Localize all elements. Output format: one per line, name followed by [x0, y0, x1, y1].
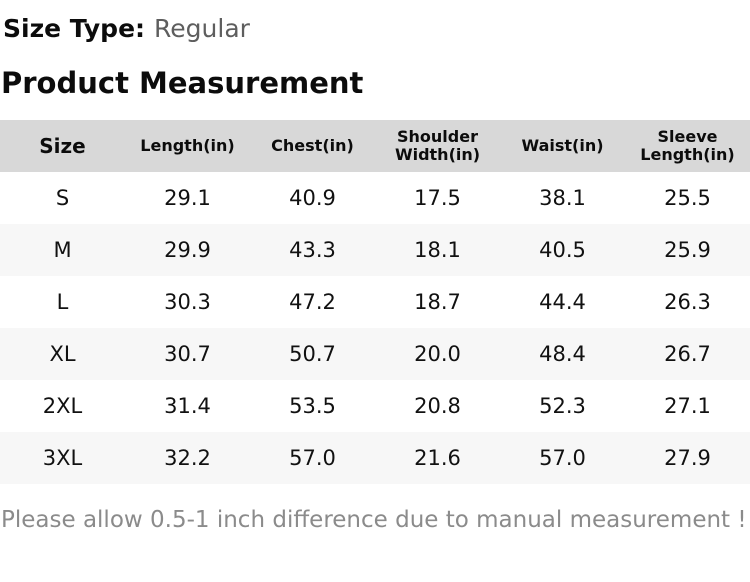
measurement-cell: 29.9	[125, 224, 250, 277]
size-type-value: Regular	[154, 14, 250, 43]
column-header-sleeve-length: Sleeve Length(in)	[625, 120, 750, 173]
size-cell: S	[0, 172, 125, 225]
table-row: 3XL 32.2 57.0 21.6 57.0 27.9	[0, 432, 750, 485]
measurement-cell: 20.0	[375, 328, 500, 381]
measurement-cell: 52.3	[500, 380, 625, 433]
measurement-cell: 40.9	[250, 172, 375, 225]
table-body: S 29.1 40.9 17.5 38.1 25.5 M 29.9 43.3 1…	[0, 172, 750, 485]
measurement-disclaimer-note: Please allow 0.5-1 inch difference due t…	[1, 507, 747, 534]
measurement-cell: 25.9	[625, 224, 750, 277]
table-header: Size Length(in) Chest(in) Shoulder Width…	[0, 120, 750, 173]
measurement-cell: 43.3	[250, 224, 375, 277]
column-header-chest: Chest(in)	[250, 120, 375, 173]
measurement-cell: 30.7	[125, 328, 250, 381]
measurement-cell: 30.3	[125, 276, 250, 329]
column-header-shoulder-width: Shoulder Width(in)	[375, 120, 500, 173]
size-cell: 3XL	[0, 432, 125, 485]
measurement-cell: 27.9	[625, 432, 750, 485]
size-type-row: Size Type: Regular	[0, 0, 750, 43]
size-cell: L	[0, 276, 125, 329]
measurement-cell: 27.1	[625, 380, 750, 433]
measurement-cell: 48.4	[500, 328, 625, 381]
table-row: S 29.1 40.9 17.5 38.1 25.5	[0, 172, 750, 225]
measurement-cell: 44.4	[500, 276, 625, 329]
measurement-table: Size Length(in) Chest(in) Shoulder Width…	[0, 120, 750, 485]
measurement-cell: 53.5	[250, 380, 375, 433]
measurement-cell: 32.2	[125, 432, 250, 485]
measurement-cell: 47.2	[250, 276, 375, 329]
table-row: 2XL 31.4 53.5 20.8 52.3 27.1	[0, 380, 750, 433]
table-row: L 30.3 47.2 18.7 44.4 26.3	[0, 276, 750, 329]
size-cell: 2XL	[0, 380, 125, 433]
measurement-cell: 38.1	[500, 172, 625, 225]
size-cell: M	[0, 224, 125, 277]
header-row: Size Length(in) Chest(in) Shoulder Width…	[0, 120, 750, 173]
size-type-label: Size Type:	[3, 14, 146, 43]
section-title: Product Measurement	[1, 66, 364, 100]
measurement-cell: 21.6	[375, 432, 500, 485]
size-cell: XL	[0, 328, 125, 381]
measurement-cell: 20.8	[375, 380, 500, 433]
column-header-size: Size	[0, 120, 125, 173]
measurement-cell: 26.3	[625, 276, 750, 329]
measurement-cell: 57.0	[250, 432, 375, 485]
column-header-length: Length(in)	[125, 120, 250, 173]
measurement-cell: 17.5	[375, 172, 500, 225]
measurement-cell: 57.0	[500, 432, 625, 485]
measurement-cell: 29.1	[125, 172, 250, 225]
column-header-waist: Waist(in)	[500, 120, 625, 173]
measurement-cell: 18.1	[375, 224, 500, 277]
measurement-cell: 50.7	[250, 328, 375, 381]
measurement-cell: 40.5	[500, 224, 625, 277]
table-row: M 29.9 43.3 18.1 40.5 25.9	[0, 224, 750, 277]
table-row: XL 30.7 50.7 20.0 48.4 26.7	[0, 328, 750, 381]
measurement-cell: 25.5	[625, 172, 750, 225]
measurement-cell: 31.4	[125, 380, 250, 433]
measurement-cell: 26.7	[625, 328, 750, 381]
measurement-cell: 18.7	[375, 276, 500, 329]
